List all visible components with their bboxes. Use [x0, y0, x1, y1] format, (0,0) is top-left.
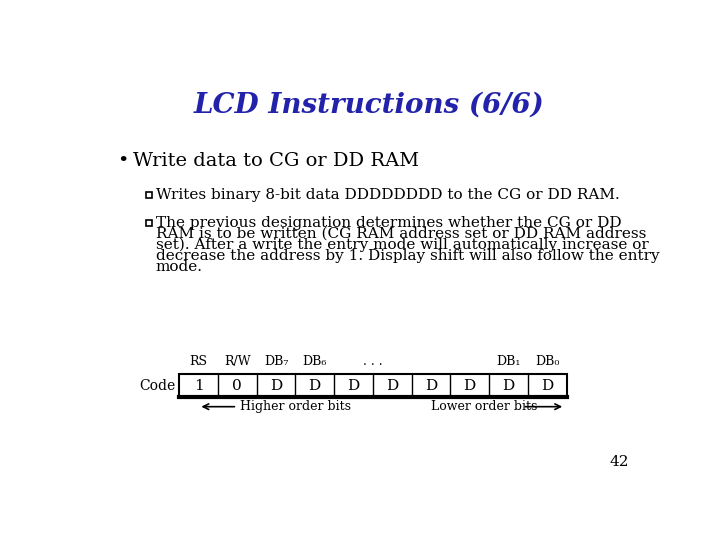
- Text: •: •: [117, 152, 128, 170]
- Text: D: D: [309, 379, 321, 393]
- Text: decrease the address by 1. Display shift will also follow the entry: decrease the address by 1. Display shift…: [156, 249, 660, 263]
- Text: 1: 1: [194, 379, 203, 393]
- Bar: [145, 220, 152, 226]
- Text: DB₁: DB₁: [496, 355, 521, 368]
- Text: D: D: [541, 379, 554, 393]
- Text: D: D: [425, 379, 437, 393]
- Text: D: D: [503, 379, 515, 393]
- Text: DB₀: DB₀: [535, 355, 559, 368]
- Text: LCD Instructions (6/6): LCD Instructions (6/6): [194, 91, 544, 118]
- Text: R/W: R/W: [224, 355, 251, 368]
- Text: D: D: [270, 379, 282, 393]
- Bar: [145, 192, 152, 198]
- Text: D: D: [464, 379, 476, 393]
- Bar: [179, 374, 567, 397]
- Text: The previous designation determines whether the CG or DD: The previous designation determines whet…: [156, 215, 621, 230]
- Text: mode.: mode.: [156, 260, 203, 274]
- Text: D: D: [347, 379, 359, 393]
- Text: Lower order bits: Lower order bits: [431, 400, 537, 413]
- Text: 0: 0: [233, 379, 242, 393]
- Text: Higher order bits: Higher order bits: [240, 400, 351, 413]
- Text: DB₆: DB₆: [302, 355, 327, 368]
- Text: Writes binary 8-bit data DDDDDDDD to the CG or DD RAM.: Writes binary 8-bit data DDDDDDDD to the…: [156, 188, 620, 202]
- Text: . . .: . . .: [363, 355, 383, 368]
- Text: Write data to CG or DD RAM: Write data to CG or DD RAM: [132, 152, 419, 170]
- Text: 42: 42: [609, 455, 629, 469]
- Text: RS: RS: [189, 355, 207, 368]
- Text: RAM is to be written (CG RAM address set or DD RAM address: RAM is to be written (CG RAM address set…: [156, 227, 647, 241]
- Text: set). After a write the entry mode will automatically increase or: set). After a write the entry mode will …: [156, 238, 649, 252]
- Text: D: D: [386, 379, 398, 393]
- Text: DB₇: DB₇: [264, 355, 288, 368]
- Text: Code: Code: [139, 379, 175, 393]
